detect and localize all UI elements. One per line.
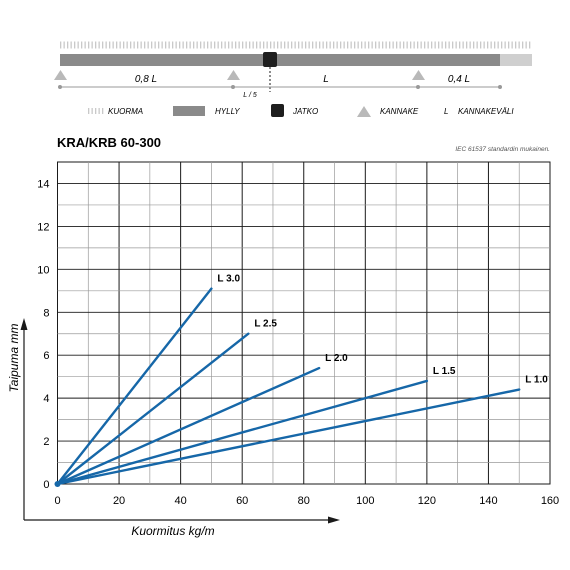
legend-shelf-label: HYLLY (215, 107, 240, 116)
x-tick-label: 80 (298, 495, 310, 507)
y-tick-label: 12 (37, 221, 49, 233)
y-tick-label: 0 (43, 479, 49, 491)
dimension-dot-4 (498, 85, 502, 89)
series-line-3 (56, 366, 321, 486)
shelf-bar (60, 54, 532, 66)
y-axis-arrowhead (20, 318, 28, 330)
span-label-right: 0,4 L (448, 74, 470, 85)
series-label-2: L 2.5 (254, 319, 277, 330)
span-diagram: 0,8 L L 0,4 L L / 5 (54, 41, 532, 99)
span-label-middle: L (323, 74, 329, 85)
x-tick-label: 160 (541, 495, 559, 507)
series-line-5 (56, 388, 521, 486)
x-tick-label: 20 (113, 495, 125, 507)
x-tick-label: 120 (418, 495, 436, 507)
series-label-4: L 1.5 (433, 366, 456, 377)
x-tick-labels: 0 20 40 60 80 100 120 140 160 (54, 495, 559, 507)
y-tick-label: 4 (43, 393, 49, 405)
joint-legend-swatch (271, 104, 284, 117)
y-tick-label: 6 (43, 350, 49, 362)
origin-point (54, 481, 61, 487)
x-axis-arrowhead (328, 516, 340, 524)
gridlines (57, 162, 550, 484)
series-line-4 (56, 379, 429, 486)
series-label-1: L 3.0 (217, 274, 240, 285)
diagram-legend: KUORMA HYLLY JATKO KANNAKE L KANNAKEVÄLI (88, 104, 514, 117)
x-tick-label: 100 (356, 495, 374, 507)
x-tick-label: 60 (236, 495, 248, 507)
dimension-dot-3 (416, 85, 420, 89)
legend-span-symbol: L (444, 107, 448, 116)
x-axis-label: Kuormitus kg/m (131, 524, 214, 538)
series-line-2 (56, 332, 250, 486)
series-lines (54, 287, 521, 487)
joint-offset-label: L / 5 (243, 92, 257, 99)
x-tick-label: 0 (54, 495, 60, 507)
support-legend-swatch (357, 106, 371, 117)
legend-support-label: KANNAKE (380, 107, 419, 116)
support-triangle-3 (412, 70, 425, 80)
shelf-legend-swatch (173, 106, 205, 116)
y-tick-label: 2 (43, 436, 49, 448)
support-triangle-1 (54, 70, 67, 80)
legend-joint-label: JATKO (292, 107, 318, 116)
legend-load-label: KUORMA (108, 107, 143, 116)
y-axis-label: Taipuma mm (7, 324, 21, 393)
y-tick-label: 14 (37, 178, 49, 190)
dimension-dot-2 (231, 85, 235, 89)
shelf-bar-fade (500, 54, 532, 66)
y-tick-labels: 0 2 4 6 8 10 12 14 (37, 178, 49, 491)
dimension-dot-1 (58, 85, 62, 89)
x-tick-label: 40 (175, 495, 187, 507)
series-labels: L 3.0 L 2.5 L 2.0 L 1.5 L 1.0 (217, 274, 548, 386)
support-triangle-2 (227, 70, 240, 80)
y-tick-label: 10 (37, 264, 49, 276)
axis-guides (20, 318, 340, 524)
series-line-1 (56, 287, 213, 486)
span-label-left: 0,8 L (135, 74, 157, 85)
series-label-5: L 1.0 (525, 375, 548, 386)
y-tick-label: 8 (43, 307, 49, 319)
joint-marker (263, 52, 277, 67)
legend-span-label: KANNAKEVÄLI (458, 107, 514, 116)
standard-note: IEC 61537 standardin mukainen. (455, 146, 550, 153)
chart-title: KRA/KRB 60-300 (57, 135, 161, 150)
x-tick-label: 140 (479, 495, 497, 507)
series-label-3: L 2.0 (325, 353, 348, 364)
